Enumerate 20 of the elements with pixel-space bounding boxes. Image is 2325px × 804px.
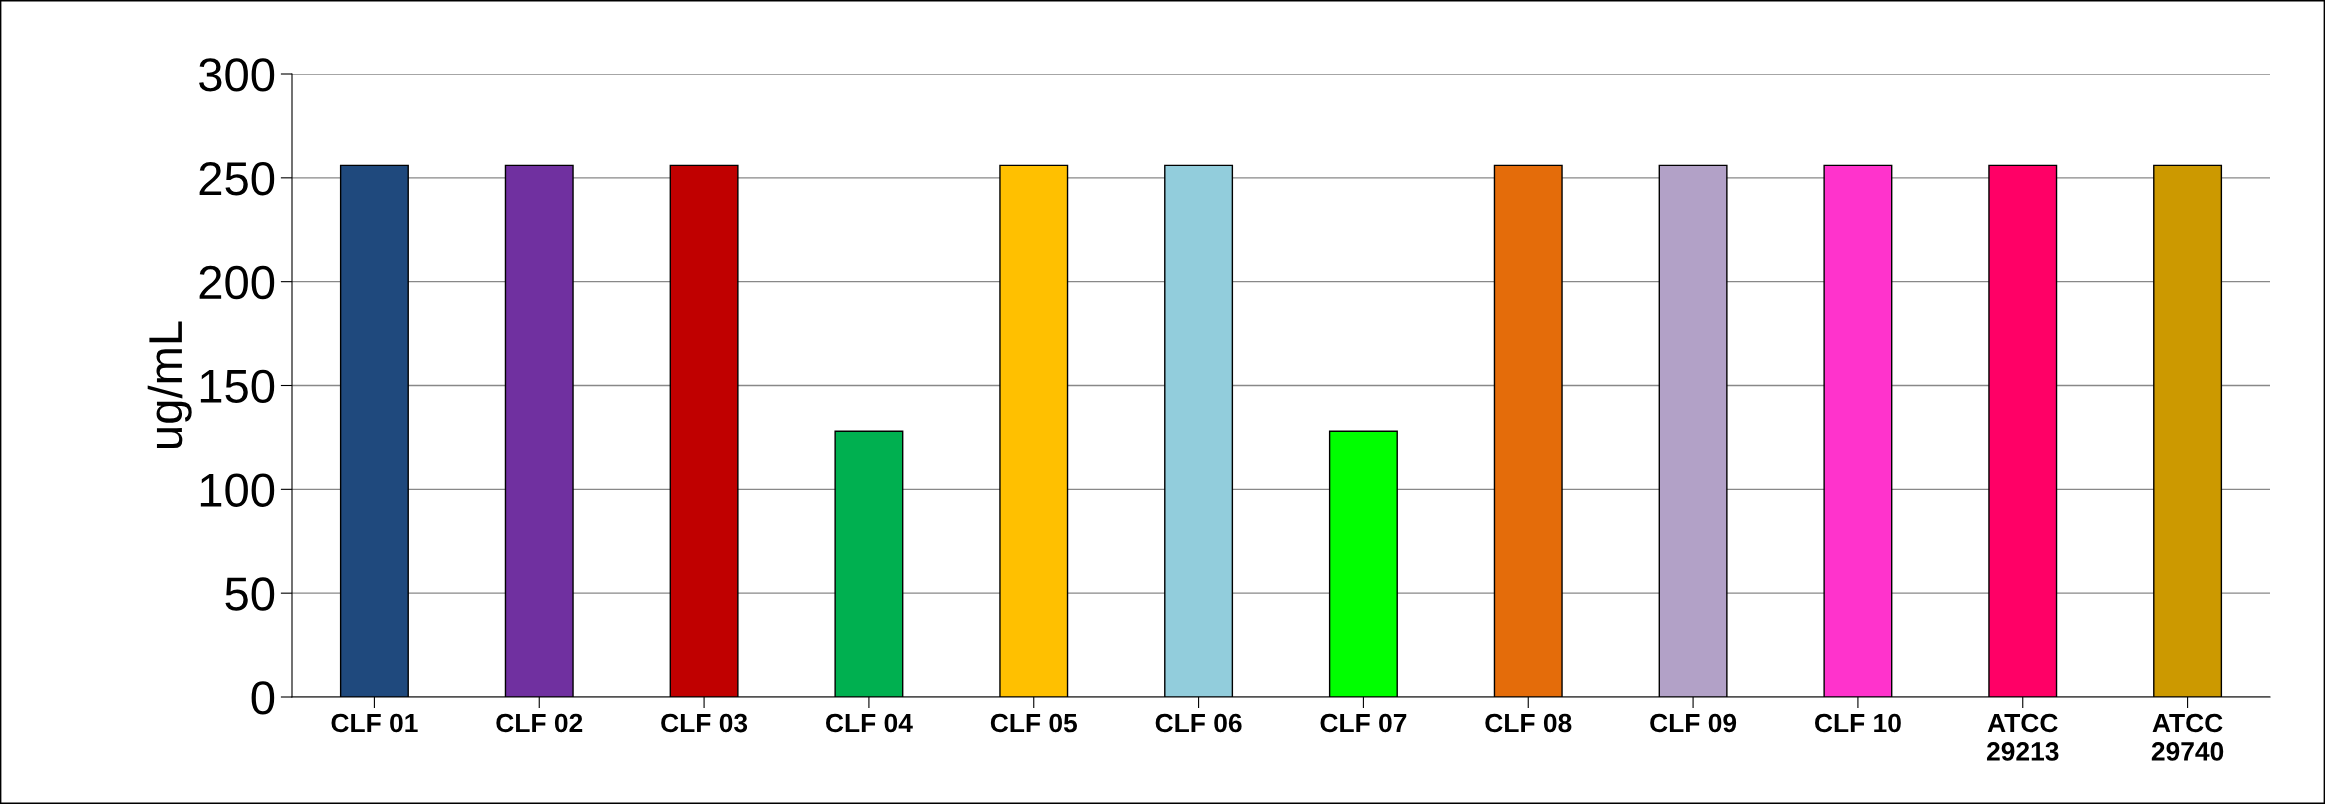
x-tick-label: CLF 05 [990, 713, 1078, 733]
y-tick-label: 100 [200, 473, 275, 507]
y-tick-label: 0 [251, 681, 275, 715]
x-tick-label: ATCC 29740 [2151, 713, 2224, 761]
x-tick-label: CLF 10 [1815, 713, 1901, 733]
x-tick-label: CLF 01 [331, 713, 418, 733]
x-tick-label: CLF 02 [496, 713, 583, 733]
x-tick-label: ATCC 29213 [1986, 713, 2059, 761]
y-tick-label: 200 [199, 265, 275, 300]
x-tick-label: CLF 07 [1320, 713, 1407, 733]
y-tick-label: 250 [199, 161, 275, 196]
y-tick-label: 50 [225, 577, 275, 611]
x-tick-label: CLF 03 [661, 713, 748, 733]
y-tick-label: 150 [200, 369, 275, 404]
x-tick-label: CLF 08 [1485, 713, 1572, 733]
x-tick-label: CLF 04 [826, 713, 913, 733]
y-axis-title: ug/mL [147, 321, 192, 449]
x-tick-label: CLF 06 [1155, 713, 1242, 733]
y-tick-label: 300 [199, 58, 275, 92]
x-tick-label: CLF 09 [1650, 713, 1737, 733]
